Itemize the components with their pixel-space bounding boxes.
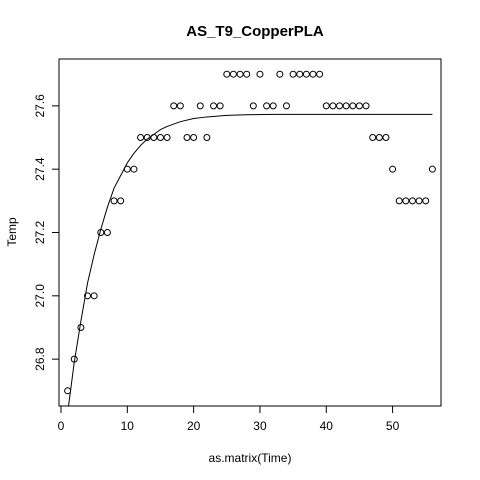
data-point — [90, 292, 98, 300]
data-point — [362, 102, 370, 110]
x-tick-label: 0 — [58, 419, 65, 433]
y-tick-label: 27.2 — [33, 220, 47, 244]
data-point — [249, 102, 257, 110]
data-point — [236, 70, 244, 78]
data-point — [70, 355, 78, 363]
data-point — [276, 70, 284, 78]
data-point — [415, 197, 423, 205]
data-point — [302, 70, 310, 78]
data-point — [143, 134, 151, 142]
data-point — [210, 102, 218, 110]
data-point — [163, 134, 171, 142]
data-point — [110, 197, 118, 205]
data-point — [170, 102, 178, 110]
data-point — [329, 102, 337, 110]
y-tick-label: 27.6 — [33, 94, 47, 118]
data-point — [408, 197, 416, 205]
y-axis-label: Temp — [5, 217, 19, 247]
data-point — [223, 70, 231, 78]
data-point — [422, 197, 430, 205]
data-point — [84, 292, 92, 300]
data-point — [395, 197, 403, 205]
y-axis: 26.8 27.0 27.2 27.4 27.6 — [33, 94, 59, 371]
data-points — [64, 70, 436, 395]
y-tick-label: 26.8 — [33, 347, 47, 371]
y-tick-label: 27.0 — [33, 284, 47, 308]
data-point — [296, 70, 304, 78]
data-point — [64, 387, 72, 395]
x-tick-label: 20 — [187, 419, 201, 433]
data-point — [156, 134, 164, 142]
x-tick-label: 30 — [253, 419, 267, 433]
chart-title: AS_T9_CopperPLA — [186, 23, 324, 40]
data-point — [176, 102, 184, 110]
x-axis-label: as.matrix(Time) — [209, 451, 292, 465]
data-point — [369, 134, 377, 142]
data-point — [336, 102, 344, 110]
data-point — [97, 229, 105, 236]
data-point — [196, 102, 204, 110]
data-point — [190, 134, 198, 142]
data-point — [216, 102, 224, 110]
data-point — [322, 102, 330, 110]
data-point — [256, 70, 264, 78]
data-point — [342, 102, 350, 110]
data-point — [349, 102, 357, 110]
data-point — [289, 70, 297, 78]
data-point — [269, 102, 277, 110]
data-point — [130, 165, 138, 173]
data-point — [382, 134, 390, 142]
data-point — [137, 134, 145, 142]
data-point — [243, 70, 251, 78]
data-point — [355, 102, 363, 110]
data-point — [77, 323, 85, 331]
data-point — [103, 229, 111, 236]
data-point — [316, 70, 324, 78]
data-point — [309, 70, 317, 78]
x-tick-label: 50 — [386, 419, 400, 433]
data-point — [263, 102, 271, 110]
data-point — [123, 165, 131, 173]
x-tick-label: 10 — [121, 419, 135, 433]
data-point — [375, 134, 383, 142]
data-point — [229, 70, 237, 78]
fit-curve — [68, 113, 433, 406]
data-point — [183, 134, 191, 142]
data-point — [428, 165, 436, 173]
x-tick-label: 40 — [320, 419, 334, 433]
data-point — [203, 134, 211, 142]
y-tick-label: 27.4 — [33, 157, 47, 181]
data-point — [117, 197, 125, 205]
data-point — [282, 102, 290, 110]
data-point — [150, 134, 158, 142]
data-point — [402, 197, 410, 205]
data-point — [389, 165, 397, 173]
x-axis: 0 10 20 30 40 50 — [58, 406, 400, 433]
plot-frame — [58, 58, 442, 407]
